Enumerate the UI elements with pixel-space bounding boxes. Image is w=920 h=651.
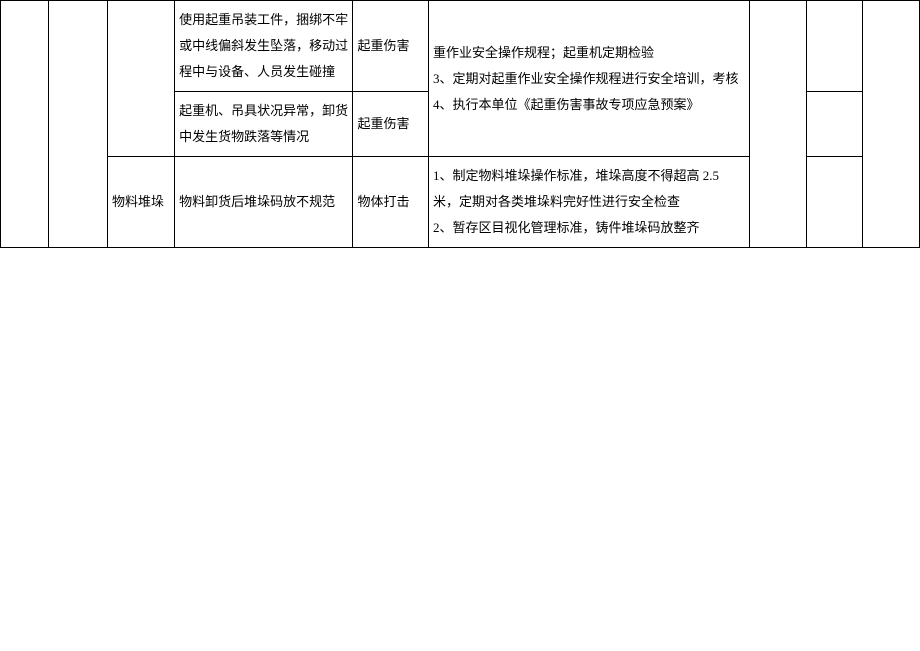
cell-activity-2: 物料堆垛 xyxy=(107,157,174,248)
cell-blank-b xyxy=(49,1,108,248)
cell-hazard-1: 使用起重吊装工件，捆绑不牢或中线偏斜发生坠落，移动过程中与设备、人员发生碰撞 xyxy=(175,1,353,92)
cell-blank-h3 xyxy=(806,157,863,248)
cell-blank-a xyxy=(1,1,49,248)
cell-activity-1 xyxy=(107,1,174,157)
cell-hazard-2: 起重机、吊具状况异常，卸货中发生货物跌落等情况 xyxy=(175,92,353,157)
cell-hazard-3: 物料卸货后堆垛码放不规范 xyxy=(175,157,353,248)
cell-blank-i xyxy=(863,1,920,248)
table-row: 使用起重吊装工件，捆绑不牢或中线偏斜发生坠落，移动过程中与设备、人员发生碰撞 起… xyxy=(1,1,920,92)
cell-measure-2: 1、制定物料堆垛操作标准，堆垛高度不得超高 2.5 米，定期对各类堆垛料完好性进… xyxy=(429,157,750,248)
cell-blank-g xyxy=(750,1,807,248)
cell-type-3: 物体打击 xyxy=(353,157,429,248)
cell-blank-h2 xyxy=(806,92,863,157)
safety-table-container: 使用起重吊装工件，捆绑不牢或中线偏斜发生坠落，移动过程中与设备、人员发生碰撞 起… xyxy=(0,0,920,248)
cell-type-1: 起重伤害 xyxy=(353,1,429,92)
cell-type-2: 起重伤害 xyxy=(353,92,429,157)
safety-table: 使用起重吊装工件，捆绑不牢或中线偏斜发生坠落，移动过程中与设备、人员发生碰撞 起… xyxy=(0,0,920,248)
cell-blank-h1 xyxy=(806,1,863,92)
cell-measure-1: 重作业安全操作规程；起重机定期检验 3、定期对起重作业安全操作规程进行安全培训，… xyxy=(429,1,750,157)
